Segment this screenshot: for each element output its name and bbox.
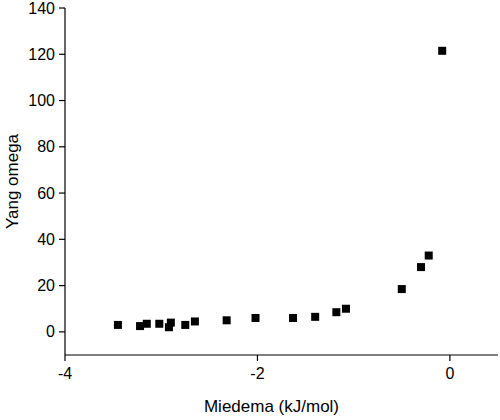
point [143,320,151,328]
point [155,320,163,328]
point [191,317,199,325]
y-tick [59,331,65,332]
y-tick-label: 0 [46,323,55,340]
point [398,285,406,293]
x-axis-label: Miedema (kJ/mol) [204,397,339,416]
y-tick-label: 80 [37,138,55,155]
y-tick [59,100,65,101]
y-tick [59,146,65,147]
y-tick [59,192,65,193]
point [289,314,297,322]
point [252,314,260,322]
point [311,313,319,321]
y-tick [59,239,65,240]
chart: -4 -2 0 0 20 40 60 80 100 120 140 Miedema (kJ/mol) Y… [0,0,500,420]
x-tick [449,355,450,361]
x-axis [65,354,498,355]
x-tick [257,355,258,361]
x-tick-label: -4 [58,365,72,382]
x-tick-label: 0 [445,365,454,382]
point [114,321,122,329]
y-axis [64,8,65,355]
y-tick [59,54,65,55]
point [425,252,433,260]
point [332,308,340,316]
y-tick-label: 40 [37,231,55,248]
y-tick [59,285,65,286]
points [114,47,446,331]
point [438,47,446,55]
x-tick-label: -2 [250,365,264,382]
point [342,305,350,313]
y-tick-label: 120 [28,46,55,63]
point [181,321,189,329]
y-axis-label: Yang omega [3,133,22,229]
point [167,319,175,327]
x-tick [64,355,65,361]
y-tick [59,7,65,8]
y-tick-label: 100 [28,92,55,109]
y-tick-label: 140 [28,0,55,17]
y-tick-label: 60 [37,185,55,202]
y-tick-label: 20 [37,277,55,294]
point [417,263,425,271]
point [223,316,231,324]
